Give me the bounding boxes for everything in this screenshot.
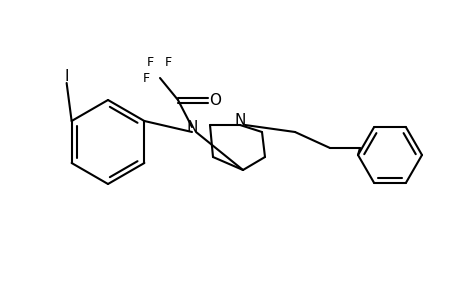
- Text: F: F: [142, 71, 149, 85]
- Text: O: O: [208, 92, 220, 107]
- Text: I: I: [64, 68, 69, 83]
- Text: N: N: [186, 119, 197, 134]
- Text: F: F: [146, 56, 153, 68]
- Text: F: F: [164, 56, 171, 68]
- Text: N: N: [234, 112, 245, 128]
